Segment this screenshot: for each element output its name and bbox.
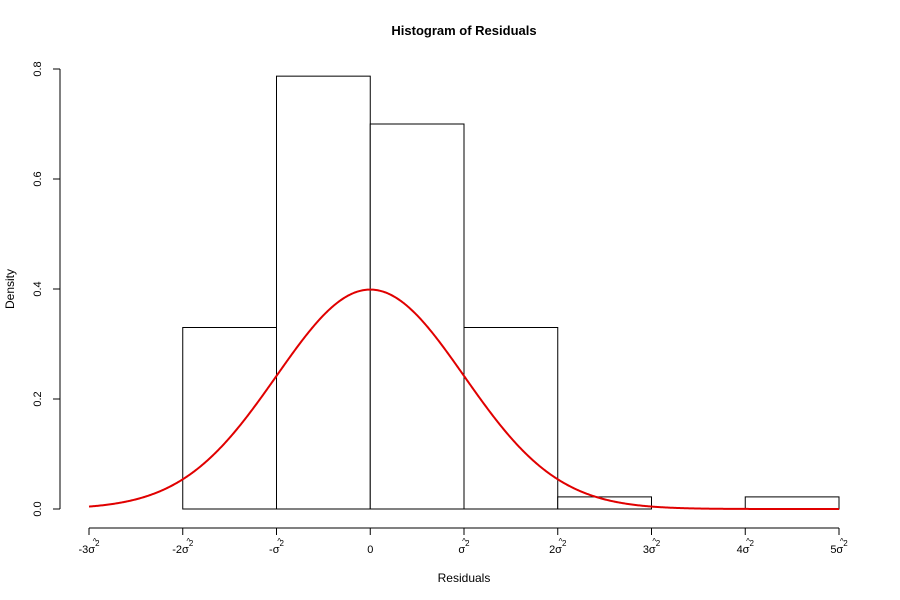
x-tick-hat: ^ bbox=[462, 537, 466, 546]
histogram-bar bbox=[744, 496, 840, 510]
x-tick-hat: ^ bbox=[277, 537, 281, 546]
x-tick-label: -σ2 bbox=[269, 539, 284, 556]
x-tick-label: -2σ2 bbox=[172, 539, 194, 556]
y-axis-label: Density bbox=[3, 269, 17, 309]
y-tick-label: 0.8 bbox=[32, 61, 44, 76]
x-tick-hat: ^ bbox=[93, 537, 97, 546]
x-axis: -3σ2^-2σ2^-σ2^0 σ2^2σ2^3σ2^4σ2^5σ2^ bbox=[78, 527, 848, 556]
y-tick-label: 0.2 bbox=[32, 391, 44, 406]
x-tick-label: 0 bbox=[367, 544, 373, 556]
x-tick-label: 5σ2 bbox=[830, 539, 848, 556]
y-tick-label: 0.4 bbox=[32, 281, 44, 296]
histogram-bar bbox=[463, 327, 559, 510]
x-tick-hat: ^ bbox=[746, 537, 750, 546]
histogram-bar bbox=[182, 327, 277, 510]
x-axis-label: Residuals bbox=[438, 571, 491, 585]
x-tick-label: 4σ2 bbox=[737, 539, 755, 556]
x-tick-label: σ2 bbox=[458, 539, 470, 556]
y-axis: 0.0 0.2 0.4 0.6 0.8 bbox=[32, 61, 61, 517]
x-tick-hat: ^ bbox=[559, 537, 563, 546]
x-tick-hat: ^ bbox=[840, 537, 844, 546]
x-tick-label: -3σ2 bbox=[78, 539, 100, 556]
x-tick-label: 3σ2 bbox=[643, 539, 661, 556]
histogram-bar bbox=[557, 496, 652, 510]
chart-title: Histogram of Residuals bbox=[391, 23, 536, 38]
y-tick-label: 0.6 bbox=[32, 171, 44, 186]
x-tick-hat: ^ bbox=[652, 537, 656, 546]
x-tick-hat: ^ bbox=[186, 537, 190, 546]
x-tick-label: 2σ2 bbox=[549, 539, 567, 556]
y-tick-label: 0.0 bbox=[32, 501, 44, 516]
normal-density-curve bbox=[88, 288, 839, 510]
histogram-bars bbox=[182, 75, 840, 510]
